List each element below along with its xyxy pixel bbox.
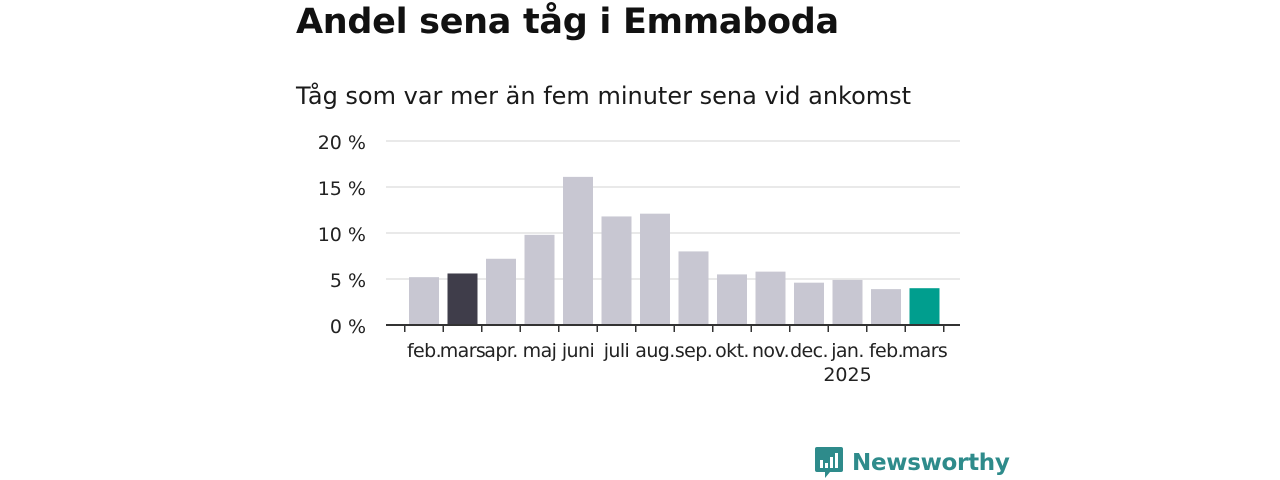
newsworthy-logo-icon (815, 447, 843, 478)
x-tick-label: juli (603, 340, 629, 362)
y-tick-label: 15 % (318, 178, 366, 200)
bar (794, 282, 824, 325)
bar (717, 274, 747, 325)
bar (755, 271, 786, 325)
y-tick-label: 5 % (330, 270, 366, 292)
bar (909, 288, 940, 325)
newsworthy-logo-text: Newsworthy (852, 450, 1010, 476)
x-tick-label: mars (440, 340, 485, 362)
bar (524, 234, 555, 325)
x-tick-label: apr. (484, 340, 517, 362)
bar (601, 216, 632, 325)
bar (447, 273, 478, 325)
newsworthy-logo: Newsworthy (814, 446, 1010, 480)
bar (832, 279, 863, 325)
x-tick-label: feb. (407, 340, 441, 362)
x-tick-label: maj (523, 340, 557, 362)
x-tick-sublabel: 2025 (823, 364, 871, 386)
x-tick-label: nov. (752, 340, 789, 362)
bar (871, 289, 901, 325)
chart-title: Andel sena tåg i Emmaboda (296, 2, 839, 42)
x-tick-label: feb. (869, 340, 903, 362)
bar (486, 258, 516, 325)
bar (409, 277, 439, 325)
x-tick-label: juni (561, 340, 594, 362)
x-tick-label: okt. (715, 340, 749, 362)
y-tick-label: 0 % (330, 316, 366, 338)
x-tick-label: jan. (830, 340, 864, 362)
bar (678, 251, 709, 325)
x-tick-label: mars (902, 340, 947, 362)
chart-subtitle: Tåg som var mer än fem minuter sena vid … (296, 82, 912, 110)
x-tick-label: aug. (635, 340, 674, 362)
bar (563, 176, 593, 325)
y-tick-label: 10 % (318, 224, 366, 246)
bar (640, 213, 670, 325)
x-tick-label: sep. (675, 340, 712, 362)
x-tick-label: dec. (790, 340, 828, 362)
y-tick-label: 20 % (318, 132, 366, 154)
